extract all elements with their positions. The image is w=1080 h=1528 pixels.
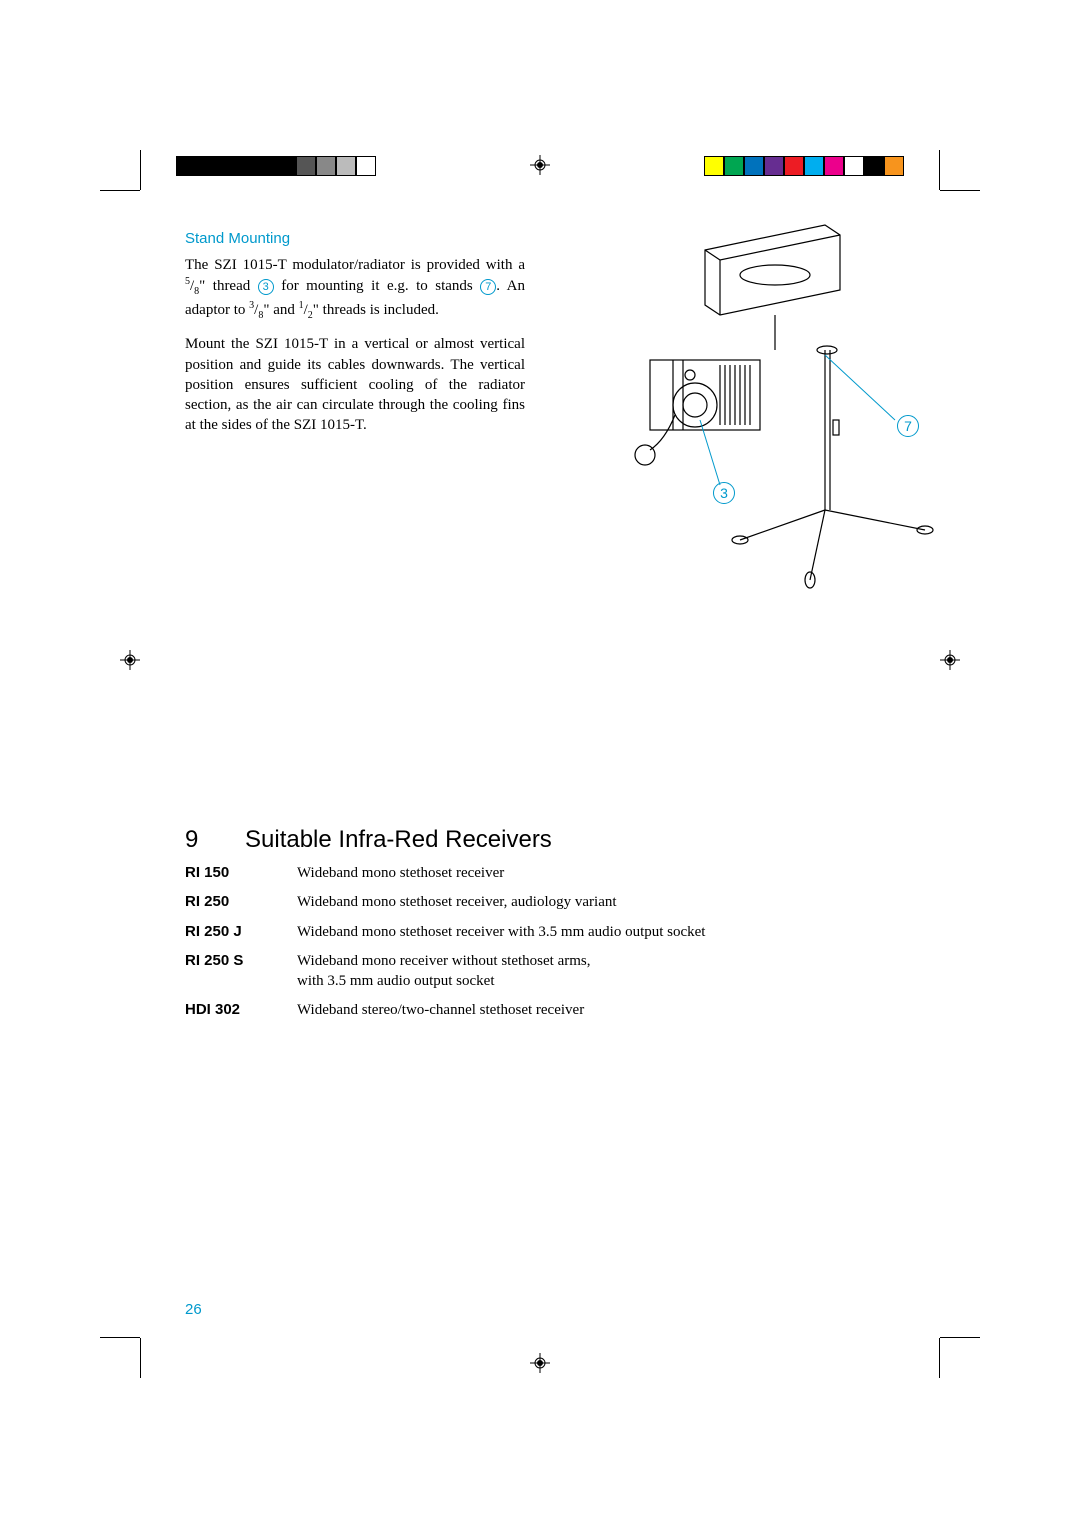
color-swatch [884,156,904,176]
color-swatch [256,156,276,176]
fraction-numerator: 3 [249,300,254,311]
crop-mark [939,150,940,190]
receiver-row: RI 250 SWideband mono receiver without s… [185,952,905,991]
text: for mounting it e.g. to stands [274,278,481,294]
color-swatch [176,156,196,176]
stand-mounting-figure: 3 7 [625,220,945,600]
color-swatch [216,156,236,176]
color-swatch [336,156,356,176]
receiver-label: RI 250 J [185,923,297,943]
section-number: 9 [185,826,245,854]
text: " and [263,302,298,318]
receiver-label: HDI 302 [185,1001,297,1021]
crop-mark [140,1338,141,1378]
registration-mark-icon [530,1353,550,1373]
crop-mark [940,190,980,191]
figure-callout-7: 7 [897,415,919,437]
color-swatch [704,156,724,176]
color-bar-cmyk [704,156,904,176]
paragraph-2: Mount the SZI 1015-T in a vertical or al… [185,334,525,435]
receiver-description: Wideband mono stethoset receiver with 3.… [297,923,705,943]
color-swatch [276,156,296,176]
registration-mark-icon [120,650,140,670]
receiver-label: RI 250 [185,893,297,913]
crop-mark [140,150,141,190]
receiver-row: HDI 302Wideband stereo/two-channel steth… [185,1001,905,1021]
color-swatch [804,156,824,176]
reference-circle-7: 7 [480,279,496,295]
crop-mark [939,1338,940,1378]
fraction-numerator: 1 [299,300,304,311]
receiver-description: Wideband mono stethoset receiver, audiol… [297,893,617,913]
color-bar-grayscale [176,156,376,176]
text: " threads is included. [313,302,439,318]
color-swatch [236,156,256,176]
section-title: Suitable Infra-Red Receivers [245,826,552,853]
paragraph-1: The SZI 1015-T modulator/radiator is pro… [185,255,525,322]
color-swatch [356,156,376,176]
crop-mark [100,1337,140,1338]
color-swatch [864,156,884,176]
receivers-list: RI 150Wideband mono stethoset receiverRI… [185,864,905,1021]
color-swatch [784,156,804,176]
body-column: The SZI 1015-T modulator/radiator is pro… [185,255,525,436]
receiver-description: Wideband mono stethoset receiver [297,864,504,884]
color-swatch [296,156,316,176]
fraction-numerator: 5 [185,276,190,287]
text: " thread [199,278,258,294]
registration-mark-icon [940,650,960,670]
receiver-row: RI 150Wideband mono stethoset receiver [185,864,905,884]
color-swatch [196,156,216,176]
crop-mark [940,1337,980,1338]
color-swatch [744,156,764,176]
receiver-label: RI 250 S [185,952,297,991]
receiver-label: RI 150 [185,864,297,884]
radiator-stand-illustration-icon [625,220,945,600]
page-number: 26 [185,1301,202,1318]
receiver-row: RI 250 JWideband mono stethoset receiver… [185,923,905,943]
registration-mark-icon [530,155,550,175]
color-swatch [724,156,744,176]
receiver-description: Wideband mono receiver without stethoset… [297,952,590,991]
receiver-row: RI 250Wideband mono stethoset receiver, … [185,893,905,913]
color-swatch [844,156,864,176]
crop-mark [100,190,140,191]
figure-callout-3: 3 [713,482,735,504]
page-content: Stand Mounting The SZI 1015-T modulator/… [185,230,905,1021]
reference-circle-3: 3 [258,279,274,295]
color-swatch [824,156,844,176]
section-heading: 9Suitable Infra-Red Receivers [185,826,905,854]
color-swatch [764,156,784,176]
receiver-description: Wideband stereo/two-channel stethoset re… [297,1001,584,1021]
color-swatch [316,156,336,176]
text: The SZI 1015-T modulator/radiator is pro… [185,257,525,273]
